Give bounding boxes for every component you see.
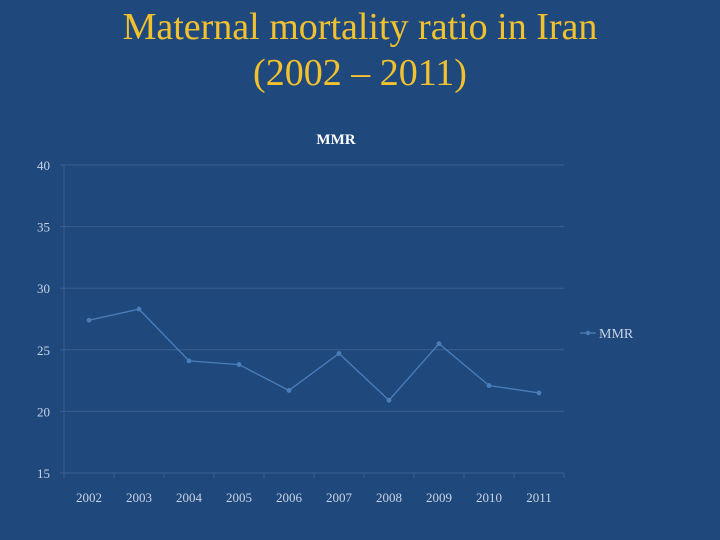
x-tick-label-2004: 2004 bbox=[176, 490, 203, 505]
legend-marker-mmr bbox=[585, 330, 591, 336]
x-tick-label-2003: 2003 bbox=[126, 490, 152, 505]
y-tick-label-15: 15 bbox=[37, 466, 50, 481]
x-tick-label-2010: 2010 bbox=[476, 490, 502, 505]
y-tick-label-35: 35 bbox=[37, 220, 50, 235]
axes bbox=[60, 164, 565, 478]
gridlines bbox=[64, 164, 564, 412]
chart-title: MMR bbox=[316, 132, 355, 148]
slide-title-line-2: (2002 – 2011) bbox=[253, 52, 467, 94]
y-tick-label-40: 40 bbox=[37, 158, 50, 173]
series-mmr bbox=[86, 306, 542, 403]
y-tick-label-30: 30 bbox=[37, 281, 50, 296]
data-point-2002 bbox=[86, 317, 92, 323]
x-axis-ticks: 2002 2003 2004 2005 2006 2007 2008 2009 2010 2011 bbox=[76, 490, 552, 505]
y-tick-label-20: 20 bbox=[37, 404, 50, 419]
y-tick-label-25: 25 bbox=[37, 343, 50, 358]
x-tick-label-2002: 2002 bbox=[76, 490, 102, 505]
data-point-2008 bbox=[386, 397, 392, 403]
data-point-2009 bbox=[436, 341, 442, 347]
data-point-2003 bbox=[136, 306, 142, 312]
legend: MMR bbox=[580, 327, 634, 342]
x-tick-label-2009: 2009 bbox=[426, 490, 452, 505]
legend-label-mmr: MMR bbox=[599, 327, 634, 342]
x-tick-label-2008: 2008 bbox=[376, 490, 402, 505]
y-axis-ticks: 15 20 25 30 35 40 bbox=[37, 158, 50, 481]
data-point-2005 bbox=[236, 362, 242, 367]
data-point-2007 bbox=[336, 351, 342, 356]
slide-title: Maternal mortality ratio in Iran (2002 –… bbox=[0, 4, 720, 96]
data-point-2010 bbox=[486, 383, 492, 388]
x-tick-label-2011: 2011 bbox=[526, 490, 552, 505]
x-tick-label-2006: 2006 bbox=[276, 490, 303, 505]
data-point-2011 bbox=[536, 390, 542, 396]
x-tick-label-2007: 2007 bbox=[326, 490, 353, 505]
series-line-mmr bbox=[88, 308, 540, 402]
slide-title-line-1: Maternal mortality ratio in Iran bbox=[122, 6, 598, 48]
data-point-2004 bbox=[186, 358, 192, 364]
x-tick-label-2005: 2005 bbox=[226, 490, 252, 505]
data-point-2006 bbox=[286, 388, 292, 393]
